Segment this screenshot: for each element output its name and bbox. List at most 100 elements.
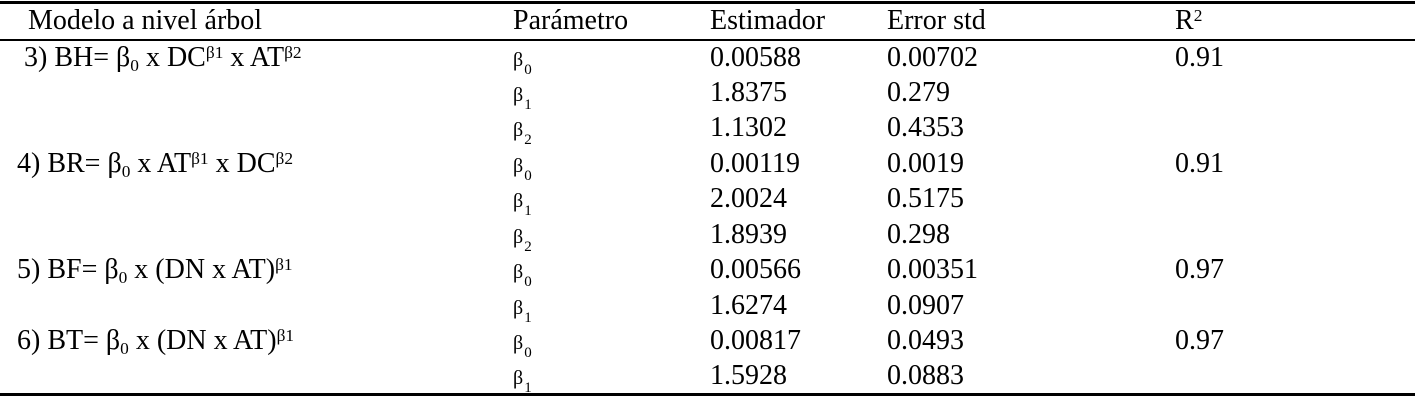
parameter-cell: β1 <box>513 75 710 113</box>
beta-symbol: β <box>513 225 524 248</box>
model-formula-cell <box>0 75 513 111</box>
formula-sup: β2 <box>275 148 294 168</box>
beta-subscript: 1 <box>524 203 532 220</box>
table-row: 3) BH= β0 x DCβ1 x ATβ2 β0 0.00588 0.007… <box>0 40 1415 78</box>
formula-sub: 0 <box>130 55 139 75</box>
table-row: β1 1.8375 0.279 <box>0 75 1415 113</box>
formula-text: 3) BH= β <box>17 41 131 73</box>
formula-sub: 0 <box>118 268 128 288</box>
beta-symbol: β <box>513 190 524 213</box>
column-header-parametro: Parámetro <box>513 2 710 41</box>
beta-symbol: β <box>513 296 524 319</box>
estimador-cell: 0.00588 <box>710 41 801 73</box>
beta-symbol: β <box>513 48 524 71</box>
table-row: β2 1.8939 0.298 <box>0 217 1415 255</box>
formula-text: Estimador <box>710 5 826 37</box>
parameter-cell: β1 <box>513 182 710 220</box>
beta-symbol: β <box>513 261 524 284</box>
table-header: Modelo a nivel árbol Parámetro Estimador… <box>0 2 1415 41</box>
parameter-cell: β2 <box>513 111 710 149</box>
parameter-cell: β0 <box>513 146 710 184</box>
parameter-cell: β0 <box>513 40 710 78</box>
error-std-cell: 0.0493 <box>887 325 964 357</box>
table-row: β1 2.0024 0.5175 <box>0 182 1415 220</box>
estimador-cell: 1.6274 <box>710 289 787 321</box>
formula-sup: β1 <box>205 42 224 62</box>
parameter-cell: β2 <box>513 217 710 255</box>
formula-sub: 0 <box>121 161 131 181</box>
beta-subscript: 0 <box>524 61 532 78</box>
formula-sup: β1 <box>275 255 293 275</box>
error-std-cell: 0.5175 <box>887 183 964 215</box>
error-std-cell: 0.0019 <box>887 147 964 179</box>
formula-sub: 0 <box>120 339 129 359</box>
formula-text: x DC <box>138 41 206 73</box>
estimador-cell: 2.0024 <box>710 183 787 215</box>
formula-sup: β2 <box>284 42 302 62</box>
error-std-cell: 0.0883 <box>887 360 964 391</box>
estimador-cell: 1.8939 <box>710 218 787 250</box>
error-std-cell: 0.4353 <box>887 112 964 144</box>
column-header-modelo: Modelo a nivel árbol <box>0 2 513 41</box>
formula-text: Modelo a nivel árbol <box>28 5 263 37</box>
error-std-cell: 0.00351 <box>887 254 978 286</box>
model-formula-cell: 5) BF= β0 x (DN x AT)β1 <box>0 253 513 289</box>
model-formula-cell <box>0 182 513 218</box>
column-header-estimador: Estimador <box>710 2 887 41</box>
formula-text: 6) BT= β <box>17 325 121 357</box>
r2-cell: 0.91 <box>1175 41 1224 73</box>
table-body: 3) BH= β0 x DCβ1 x ATβ2 β0 0.00588 0.007… <box>0 40 1415 396</box>
model-formula-cell <box>0 288 513 324</box>
beta-symbol: β <box>513 83 524 106</box>
r2-cell: 0.97 <box>1175 325 1224 357</box>
formula-text: R <box>1175 5 1194 37</box>
error-std-cell: 0.0907 <box>887 289 964 321</box>
estimador-cell: 0.00817 <box>710 325 801 357</box>
parameter-cell: β0 <box>513 253 710 291</box>
estimador-cell: 0.00566 <box>710 254 801 286</box>
error-std-cell: 0.298 <box>887 218 950 250</box>
parameter-cell: β1 <box>513 359 710 396</box>
model-formula-cell <box>0 359 513 395</box>
beta-subscript: 2 <box>524 132 532 149</box>
parameter-cell: β1 <box>513 288 710 326</box>
r2-cell <box>1175 182 1415 218</box>
r2-cell <box>1175 359 1415 395</box>
beta-symbol: β <box>513 367 524 389</box>
beta-subscript: 2 <box>524 238 532 255</box>
column-header-r2: R2 <box>1175 2 1415 41</box>
error-std-cell: 0.00702 <box>887 41 978 73</box>
formula-text: x AT <box>130 147 192 179</box>
model-formula-cell: 3) BH= β0 x DCβ1 x ATβ2 <box>0 40 513 76</box>
formula-text: 5) BF= β <box>17 254 119 286</box>
model-formula-cell <box>0 111 513 147</box>
table-row: 6) BT= β0 x (DN x AT)β1 β0 0.00817 0.049… <box>0 324 1415 362</box>
model-formula-cell: 4) BR= β0 x ATβ1 x DCβ2 <box>0 146 513 182</box>
formula-text: 4) BR= β <box>17 147 122 179</box>
error-std-cell: 0.279 <box>887 76 950 108</box>
estimador-cell: 1.8375 <box>710 76 787 108</box>
formula-sup: β1 <box>191 148 209 168</box>
r2-cell <box>1175 111 1415 147</box>
formula-text: x AT <box>223 41 285 73</box>
column-header-error-std: Error std <box>887 2 1175 41</box>
beta-subscript: 1 <box>524 380 532 396</box>
beta-subscript: 1 <box>524 309 532 326</box>
formula-sup: 2 <box>1193 6 1203 26</box>
parameter-cell: β0 <box>513 324 710 362</box>
beta-symbol: β <box>513 154 524 177</box>
table-row: 5) BF= β0 x (DN x AT)β1 β0 0.00566 0.003… <box>0 253 1415 291</box>
beta-subscript: 0 <box>524 274 532 291</box>
table-row: β1 1.6274 0.0907 <box>0 288 1415 326</box>
model-formula-cell: 6) BT= β0 x (DN x AT)β1 <box>0 324 513 360</box>
estimador-cell: 1.1302 <box>710 112 787 144</box>
table-row: β2 1.1302 0.4353 <box>0 111 1415 149</box>
beta-subscript: 0 <box>524 167 532 184</box>
beta-subscript: 0 <box>524 345 532 362</box>
formula-text: x (DN x AT) <box>127 254 276 286</box>
r2-cell: 0.97 <box>1175 254 1224 286</box>
table-row: β1 1.5928 0.0883 <box>0 359 1415 396</box>
formula-text: Error std <box>887 5 986 37</box>
